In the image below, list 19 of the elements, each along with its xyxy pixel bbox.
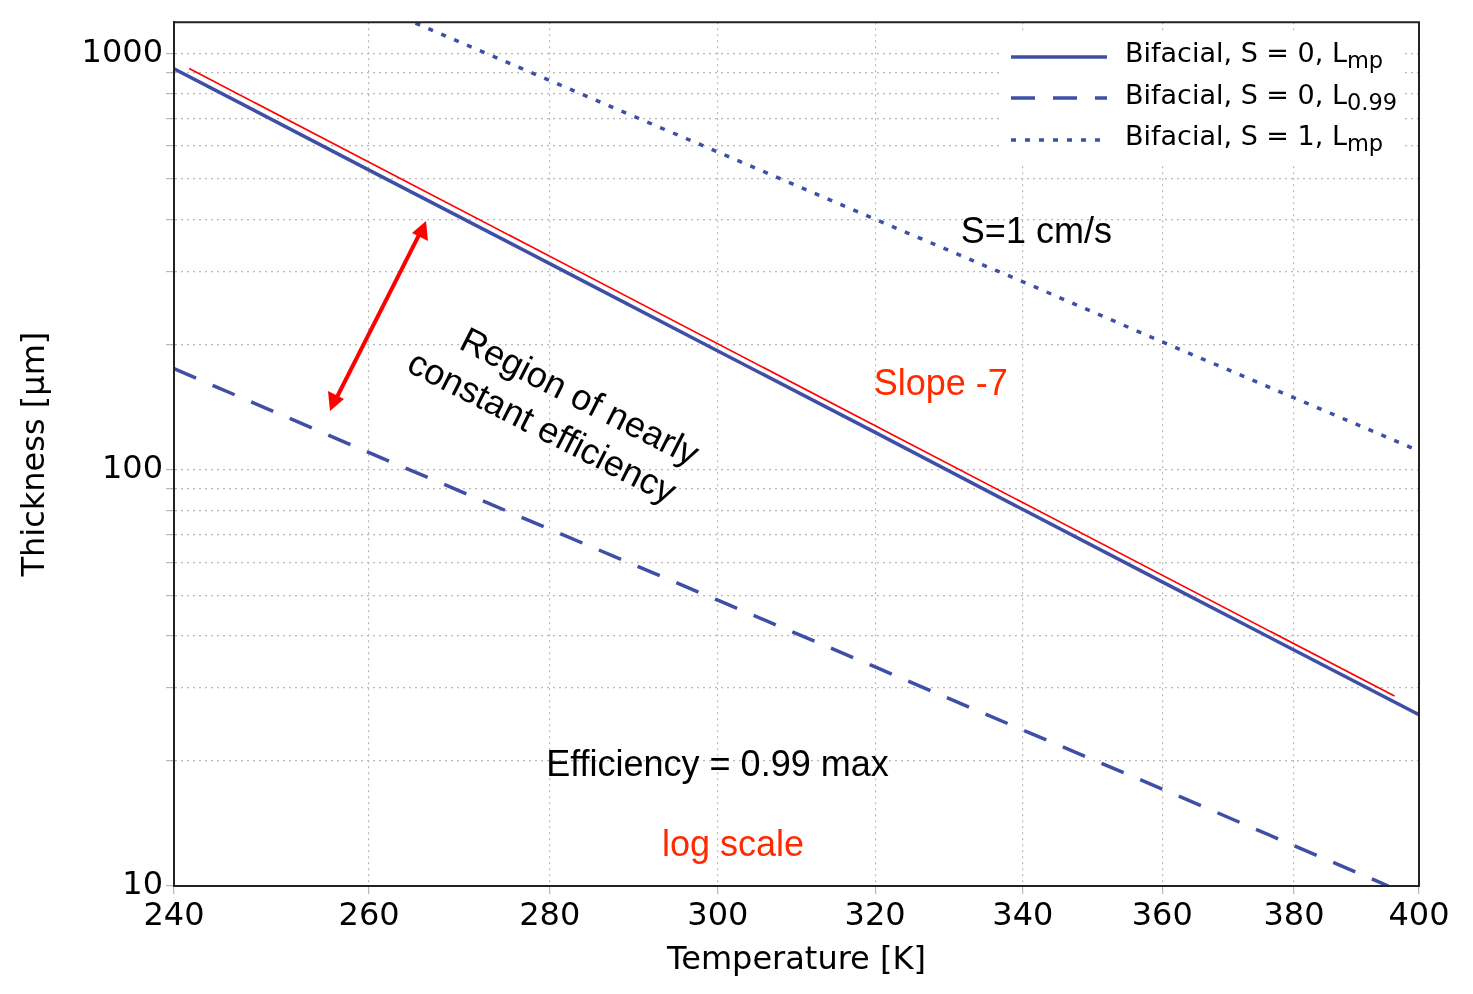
x-tick-label: 300 (687, 894, 749, 933)
annotation: S=1 cm/s (960, 209, 1112, 251)
annotation: log scale (661, 823, 805, 865)
x-axis-title: Temperature [K] (666, 939, 926, 978)
x-tick-label: 280 (519, 894, 581, 933)
annotation: Slope -7 (873, 361, 1008, 403)
x-tick-label: 400 (1388, 894, 1450, 933)
y-axis-title: Thickness [µm] (13, 331, 52, 578)
x-tick-label: 320 (844, 894, 906, 933)
legend-label: Bifacial, S = 0, L$_{0.99}$ (1125, 77, 1398, 117)
legend-label: Bifacial, S = 0, L$_{mp}$ (1125, 36, 1384, 76)
x-tick-label: 260 (338, 894, 400, 933)
x-tick-label: 340 (992, 894, 1054, 933)
legend-label: Bifacial, S = 1, L$_{mp}$ (1125, 118, 1384, 159)
y-tick-label: 1000 (81, 31, 163, 70)
y-tick-label: 100 (101, 448, 163, 487)
x-tick-label: 380 (1263, 894, 1325, 933)
annotation: Efficiency = 0.99 max (546, 742, 889, 784)
x-tick-label: 360 (1131, 894, 1193, 933)
